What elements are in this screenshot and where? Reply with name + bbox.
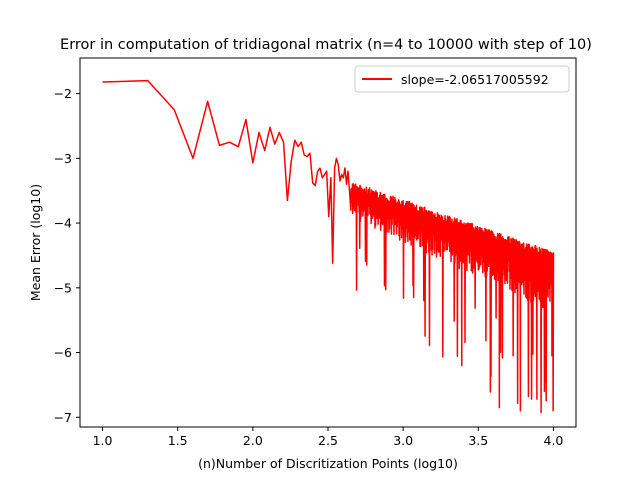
legend-label: slope=-2.06517005592 bbox=[401, 72, 549, 87]
y-tick-label: −4 bbox=[54, 216, 72, 231]
y-tick-label: −6 bbox=[54, 345, 72, 360]
y-tick-label: −3 bbox=[54, 151, 72, 166]
series-layer bbox=[102, 79, 555, 414]
x-tick-label: 1.0 bbox=[93, 433, 113, 448]
x-tick-label: 3.0 bbox=[393, 433, 413, 448]
chart-title: Error in computation of tridiagonal matr… bbox=[60, 37, 592, 53]
legend: slope=-2.06517005592 bbox=[354, 65, 570, 93]
x-tick-label: 4.0 bbox=[544, 433, 564, 448]
y-tick-label: −2 bbox=[54, 86, 72, 101]
x-axis-label: (n)Number of Discritization Points (log1… bbox=[198, 456, 458, 471]
legend-box bbox=[354, 65, 570, 93]
x-tick-label: 3.5 bbox=[468, 433, 488, 448]
series-line bbox=[102, 79, 555, 414]
y-axis-label: Mean Error (log10) bbox=[28, 184, 43, 301]
x-tick-label: 2.0 bbox=[243, 433, 263, 448]
y-tick-label: −5 bbox=[54, 280, 72, 295]
y-axis: −2 −3 −4 −5 −6 −7 bbox=[54, 86, 80, 425]
x-axis: 1.0 1.5 2.0 2.5 3.0 3.5 4.0 bbox=[93, 427, 564, 448]
x-tick-label: 2.5 bbox=[318, 433, 338, 448]
x-tick-label: 1.5 bbox=[168, 433, 188, 448]
y-tick-label: −7 bbox=[54, 410, 72, 425]
